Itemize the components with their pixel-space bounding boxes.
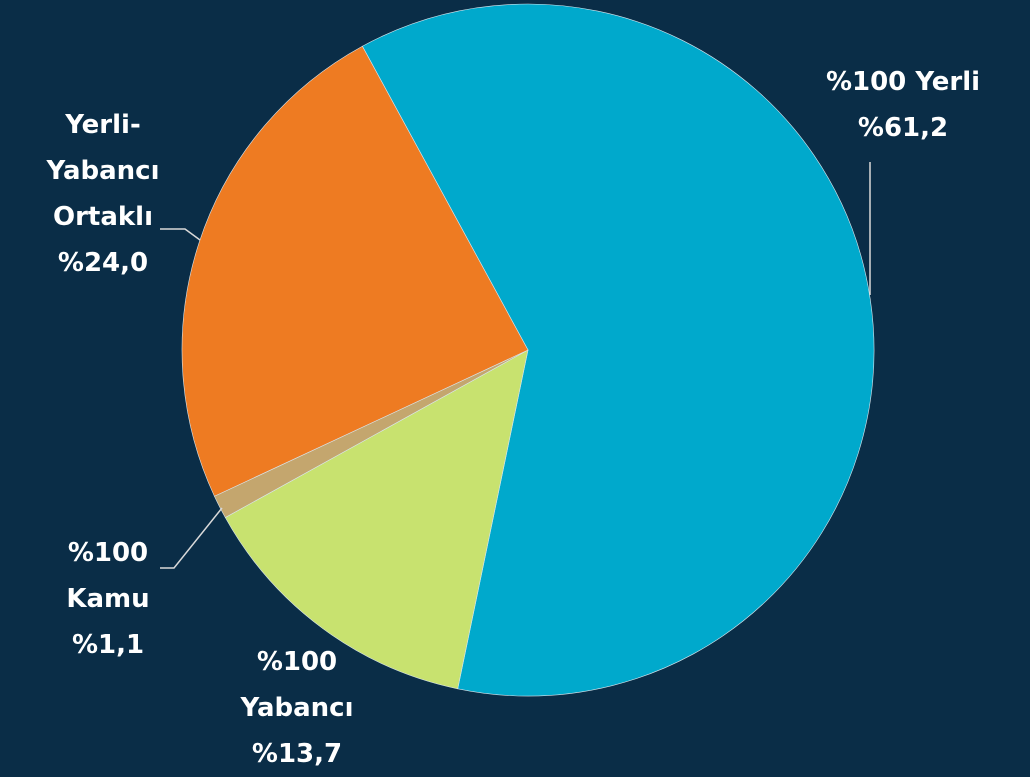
pie-slice [224, 349, 529, 690]
pie-slice [181, 45, 529, 497]
category: %100 Yerli [825, 67, 981, 97]
slice-label: %100 Kamu %1,1 [48, 530, 168, 668]
leader-line [160, 228, 201, 241]
slice-label: %100 Yabancı %13,7 [212, 639, 382, 777]
slice-label: Yerli-Yabancı Ortaklı %24,0 [23, 102, 183, 286]
category: %100 Yabancı [240, 647, 354, 723]
value-label: %1,1 [71, 630, 145, 660]
value-label: %24,0 [57, 248, 149, 278]
slice-label: %100 Yerli %61,2 [803, 59, 1003, 151]
leader-line [160, 507, 223, 569]
pie-slice [361, 3, 875, 697]
category: %100 Kamu [66, 538, 150, 614]
value-label: %61,2 [857, 113, 949, 143]
category: Yerli-Yabancı Ortaklı [46, 110, 160, 232]
value-label: %13,7 [251, 739, 343, 769]
pie [181, 3, 875, 697]
